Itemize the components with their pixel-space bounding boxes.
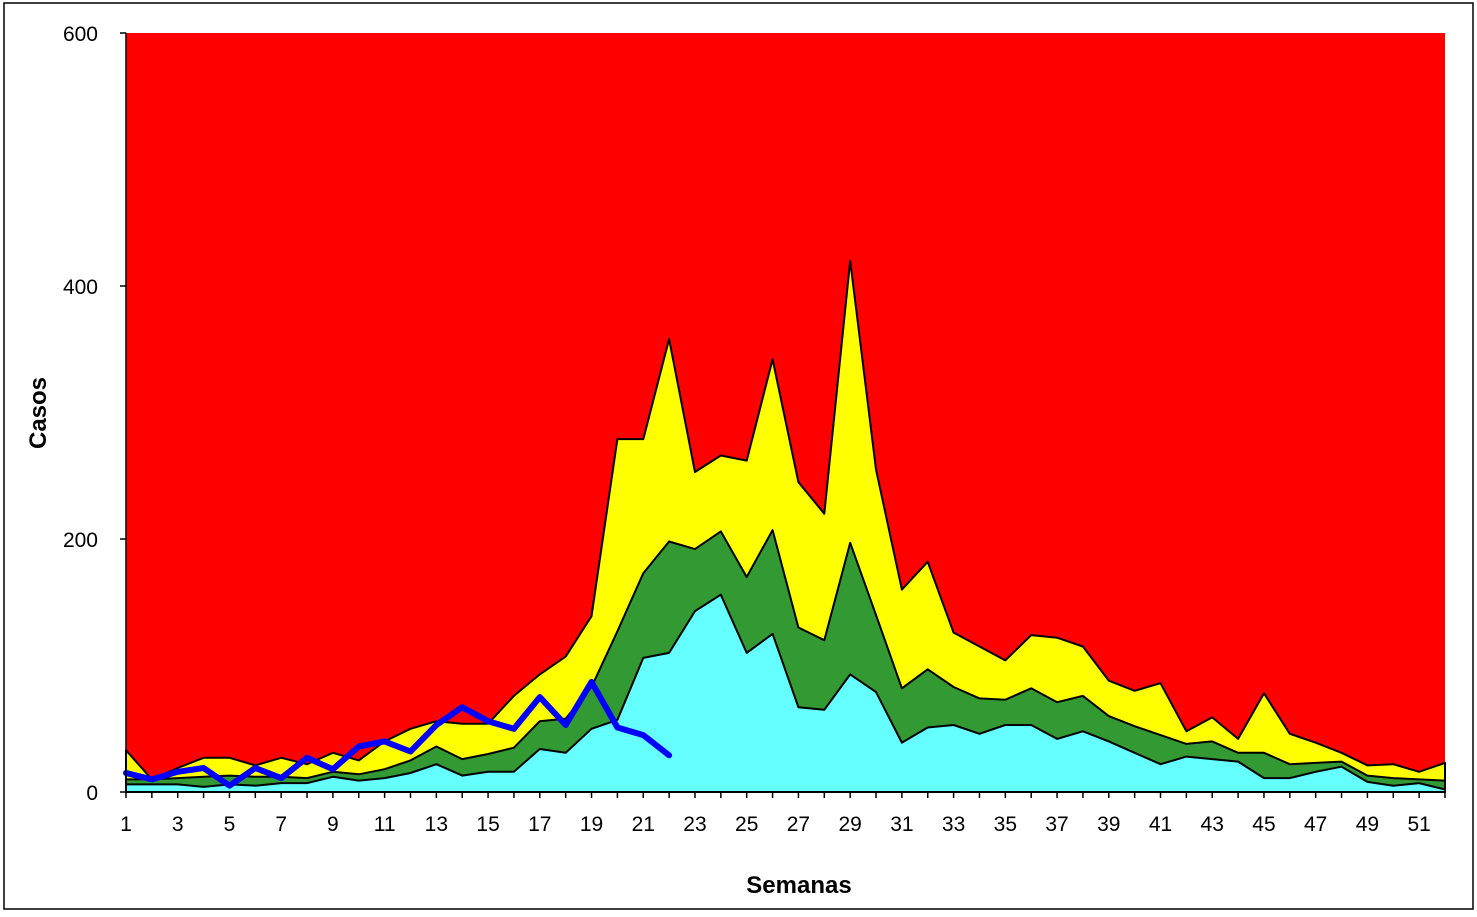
x-tick-label: 43	[1201, 813, 1224, 836]
x-tick-label: 25	[735, 813, 758, 836]
x-tick-label: 7	[275, 813, 287, 836]
y-tick-label: 600	[63, 23, 98, 46]
x-tick-label: 41	[1149, 813, 1172, 836]
x-tick-label: 37	[1045, 813, 1068, 836]
x-tick-label: 27	[787, 813, 810, 836]
x-axis-title: Semanas	[746, 872, 851, 899]
x-tick-label: 11	[374, 813, 396, 836]
x-tick-label: 3	[172, 813, 184, 836]
x-tick-label: 15	[476, 813, 499, 836]
x-tick-label: 49	[1356, 813, 1379, 836]
x-tick-label: 5	[224, 813, 236, 836]
x-tick-label: 1	[120, 813, 132, 836]
plot-area	[123, 33, 1446, 793]
x-tick-label: 51	[1407, 813, 1430, 836]
x-tick-label: 31	[890, 813, 913, 836]
x-tick-label: 29	[838, 813, 861, 836]
x-tick-label: 9	[327, 813, 339, 836]
x-tick-label: 13	[425, 813, 448, 836]
y-tick-label: 0	[86, 782, 98, 805]
y-tick-label: 200	[63, 529, 98, 552]
x-tick-label: 33	[942, 813, 965, 836]
x-tick-label: 23	[683, 813, 706, 836]
y-tick-label: 400	[63, 276, 98, 299]
area-band-1	[125, 593, 1446, 793]
line-series-1	[123, 678, 673, 789]
x-tick-label: 45	[1252, 813, 1275, 836]
x-tick-label: 39	[1097, 813, 1120, 836]
y-axis-title: Casos	[25, 377, 52, 449]
x-tick-label: 47	[1304, 813, 1327, 836]
x-tick-label: 21	[632, 813, 655, 836]
x-tick-label: 17	[528, 813, 551, 836]
x-tick-label: 19	[580, 813, 603, 836]
x-tick-label: 35	[994, 813, 1017, 836]
area-band-3	[125, 259, 1446, 793]
